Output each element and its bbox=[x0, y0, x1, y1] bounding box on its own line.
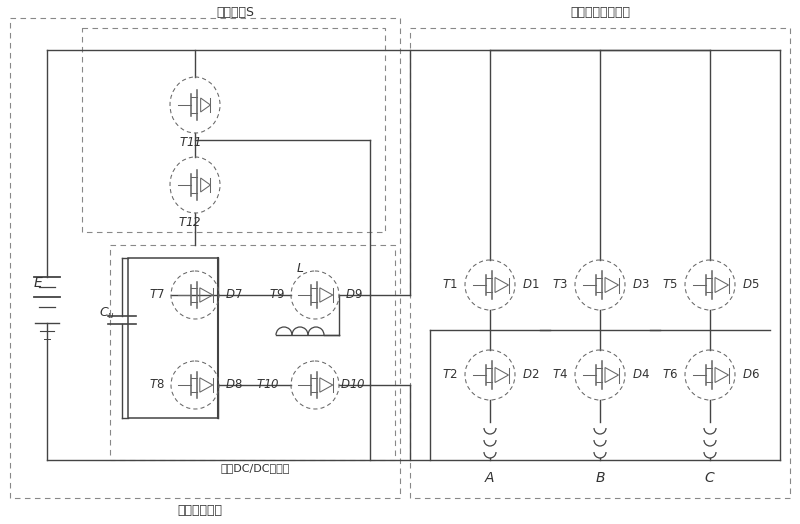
Text: $D3$: $D3$ bbox=[632, 278, 650, 291]
Bar bbox=[82, 28, 385, 232]
Text: 三相全桥逆变电路: 三相全桥逆变电路 bbox=[570, 6, 630, 19]
Text: 复合电源系统: 复合电源系统 bbox=[178, 504, 222, 517]
Text: $D9$: $D9$ bbox=[345, 289, 362, 301]
Text: $T8$: $T8$ bbox=[150, 378, 165, 391]
Text: $T1$: $T1$ bbox=[442, 278, 458, 291]
Text: $T9$: $T9$ bbox=[269, 289, 285, 301]
Text: $C_u$: $C_u$ bbox=[99, 305, 115, 321]
Text: $T2$: $T2$ bbox=[442, 368, 458, 381]
Text: $T7$: $T7$ bbox=[150, 289, 165, 301]
Text: $T3$: $T3$ bbox=[552, 278, 568, 291]
Text: $D7$: $D7$ bbox=[225, 289, 242, 301]
Text: $T$10: $T$10 bbox=[257, 378, 280, 391]
Text: $T$12: $T$12 bbox=[178, 216, 202, 230]
Bar bbox=[10, 18, 400, 498]
Text: $E$: $E$ bbox=[33, 276, 43, 290]
Text: $D1$: $D1$ bbox=[522, 278, 539, 291]
Text: $T5$: $T5$ bbox=[662, 278, 678, 291]
Text: $D8$: $D8$ bbox=[225, 378, 242, 391]
Text: $T$11: $T$11 bbox=[179, 136, 201, 149]
Text: 功率开关S: 功率开关S bbox=[216, 6, 254, 19]
Text: $D6$: $D6$ bbox=[742, 368, 760, 381]
Text: $B$: $B$ bbox=[594, 471, 606, 485]
Text: $A$: $A$ bbox=[484, 471, 496, 485]
Text: $C$: $C$ bbox=[704, 471, 716, 485]
Bar bbox=[110, 245, 395, 460]
Text: 双向DC/DC变换器: 双向DC/DC变换器 bbox=[220, 463, 290, 473]
Text: $D5$: $D5$ bbox=[742, 278, 759, 291]
Text: $L$: $L$ bbox=[296, 261, 304, 275]
Bar bbox=[410, 28, 790, 498]
Text: $T4$: $T4$ bbox=[552, 368, 568, 381]
Text: $D$10: $D$10 bbox=[340, 378, 366, 391]
Text: $T6$: $T6$ bbox=[662, 368, 678, 381]
Text: $D4$: $D4$ bbox=[632, 368, 650, 381]
Bar bbox=[128, 258, 218, 418]
Text: $D2$: $D2$ bbox=[522, 368, 539, 381]
